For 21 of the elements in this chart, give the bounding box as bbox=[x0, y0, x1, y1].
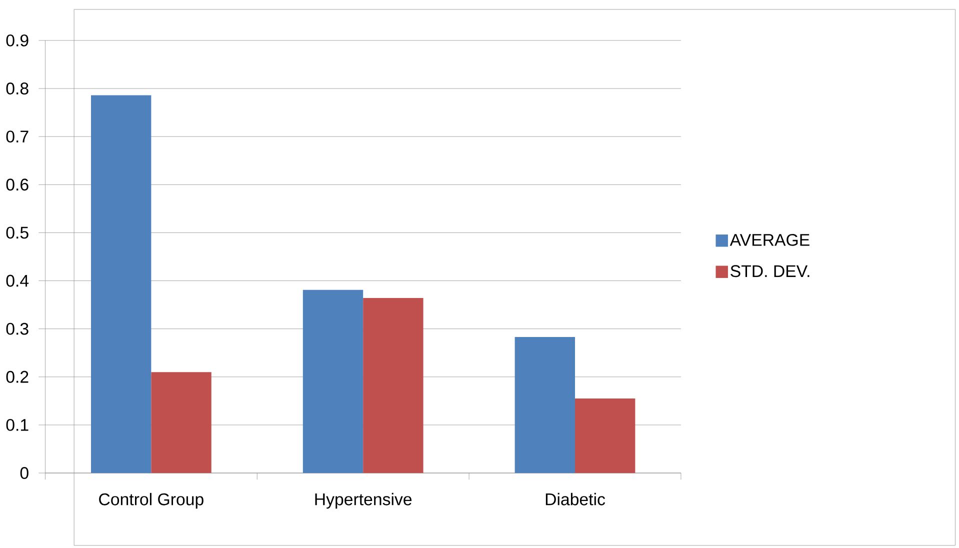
y-tick-label: 0.9 bbox=[6, 34, 28, 46]
y-tick-label: 0.4 bbox=[6, 274, 29, 287]
bar bbox=[575, 398, 636, 473]
bar bbox=[91, 95, 152, 473]
x-tick-label: Hypertensive bbox=[315, 492, 412, 509]
bar bbox=[302, 290, 364, 473]
y-tick-label: 0 bbox=[20, 466, 28, 479]
y-tick-label: 0.3 bbox=[6, 322, 28, 335]
y-tick-label: 0.5 bbox=[6, 226, 28, 239]
bar bbox=[151, 372, 212, 473]
y-tick-label: 0.7 bbox=[6, 130, 28, 142]
y-tick-label: 0.2 bbox=[6, 370, 28, 383]
bar bbox=[514, 336, 575, 473]
y-tick-label: 0.8 bbox=[6, 82, 28, 94]
x-tick-label: Control Group bbox=[99, 492, 204, 509]
bar bbox=[363, 298, 424, 473]
y-tick-label: 0.1 bbox=[6, 418, 28, 431]
legend-label: AVERAGE bbox=[730, 234, 810, 246]
x-tick-label: Diabetic bbox=[546, 492, 606, 506]
y-tick-label: 0.6 bbox=[6, 178, 28, 190]
legend-label: STD. DEV. bbox=[730, 265, 810, 277]
